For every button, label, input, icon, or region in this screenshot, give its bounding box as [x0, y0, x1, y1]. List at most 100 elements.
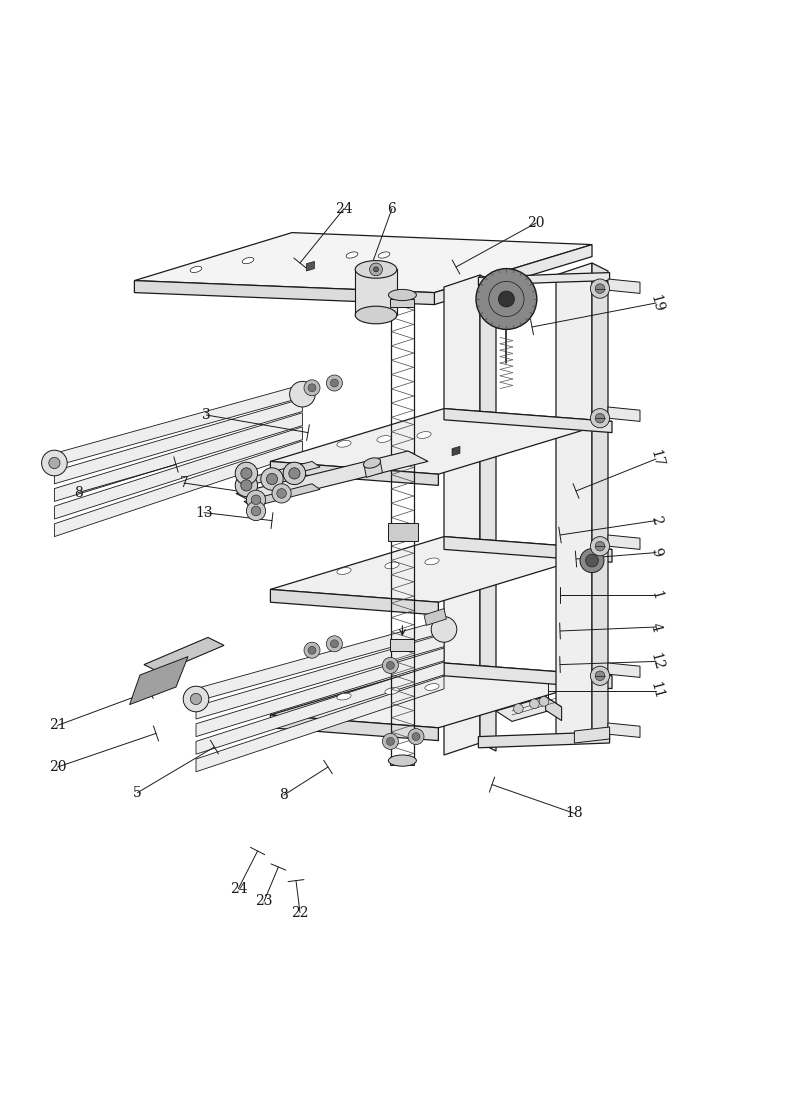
Text: 7: 7 [179, 476, 189, 490]
Circle shape [370, 263, 382, 276]
Polygon shape [574, 727, 610, 743]
Circle shape [595, 541, 605, 551]
Circle shape [251, 495, 261, 504]
Polygon shape [444, 663, 612, 689]
Circle shape [241, 467, 252, 479]
Polygon shape [608, 280, 640, 293]
Circle shape [590, 537, 610, 556]
Polygon shape [556, 263, 592, 743]
Polygon shape [355, 269, 397, 315]
Polygon shape [306, 262, 314, 271]
Circle shape [235, 474, 258, 496]
Polygon shape [444, 408, 612, 433]
Circle shape [590, 666, 610, 685]
Circle shape [382, 733, 398, 749]
Ellipse shape [425, 683, 439, 691]
Text: 18: 18 [566, 806, 583, 821]
Text: 5: 5 [134, 786, 142, 799]
Ellipse shape [385, 562, 399, 569]
Circle shape [580, 549, 604, 572]
Polygon shape [54, 440, 302, 537]
Polygon shape [270, 537, 612, 603]
Polygon shape [270, 716, 438, 740]
Polygon shape [546, 697, 562, 721]
Polygon shape [444, 275, 480, 755]
Ellipse shape [242, 257, 254, 264]
Circle shape [539, 697, 549, 707]
Circle shape [514, 704, 523, 713]
Circle shape [595, 414, 605, 423]
Polygon shape [54, 399, 302, 484]
Ellipse shape [337, 568, 351, 575]
Polygon shape [390, 639, 414, 651]
Circle shape [595, 671, 605, 681]
Text: 17: 17 [647, 448, 665, 470]
Circle shape [42, 451, 67, 476]
Polygon shape [478, 732, 610, 748]
Circle shape [326, 636, 342, 652]
Text: 8: 8 [74, 485, 82, 500]
Ellipse shape [337, 440, 351, 447]
Circle shape [326, 375, 342, 391]
Polygon shape [478, 273, 610, 285]
Circle shape [590, 408, 610, 428]
Polygon shape [270, 462, 438, 485]
Polygon shape [270, 663, 612, 728]
Ellipse shape [346, 252, 358, 258]
Circle shape [374, 267, 378, 272]
Text: 23: 23 [255, 894, 273, 909]
Polygon shape [434, 245, 592, 304]
Polygon shape [196, 619, 444, 701]
Polygon shape [54, 413, 302, 501]
Ellipse shape [377, 436, 391, 443]
Polygon shape [388, 523, 418, 541]
Text: 8: 8 [280, 788, 288, 802]
Circle shape [408, 729, 424, 745]
Polygon shape [608, 723, 640, 738]
Circle shape [272, 484, 291, 503]
Circle shape [261, 467, 283, 490]
Circle shape [251, 506, 261, 515]
Ellipse shape [190, 266, 202, 273]
Text: 3: 3 [202, 408, 210, 421]
Circle shape [277, 489, 286, 499]
Circle shape [241, 480, 252, 491]
Circle shape [183, 686, 209, 712]
Text: 6: 6 [388, 201, 396, 216]
Circle shape [304, 642, 320, 659]
Circle shape [386, 738, 394, 746]
Polygon shape [496, 697, 562, 721]
Polygon shape [390, 299, 414, 307]
Polygon shape [130, 656, 188, 704]
Circle shape [246, 490, 266, 510]
Polygon shape [424, 608, 446, 625]
Ellipse shape [389, 755, 416, 766]
Polygon shape [236, 451, 428, 504]
Text: 2: 2 [648, 514, 664, 527]
Polygon shape [270, 589, 438, 615]
Polygon shape [608, 407, 640, 421]
Circle shape [382, 657, 398, 673]
Polygon shape [244, 462, 320, 484]
Polygon shape [364, 459, 382, 477]
Text: 13: 13 [195, 505, 213, 520]
Ellipse shape [389, 290, 416, 301]
Ellipse shape [337, 693, 351, 700]
Circle shape [308, 383, 316, 391]
Circle shape [246, 501, 266, 521]
Polygon shape [270, 408, 612, 474]
Circle shape [330, 639, 338, 647]
Text: 21: 21 [49, 719, 66, 732]
Circle shape [190, 693, 202, 704]
Text: 11: 11 [647, 681, 665, 701]
Polygon shape [196, 662, 444, 755]
Circle shape [386, 662, 394, 670]
Circle shape [290, 381, 315, 407]
Ellipse shape [355, 260, 397, 278]
Polygon shape [390, 757, 414, 765]
Circle shape [304, 380, 320, 396]
Circle shape [586, 555, 598, 567]
Circle shape [289, 467, 300, 479]
Polygon shape [54, 385, 302, 466]
Polygon shape [134, 281, 434, 304]
